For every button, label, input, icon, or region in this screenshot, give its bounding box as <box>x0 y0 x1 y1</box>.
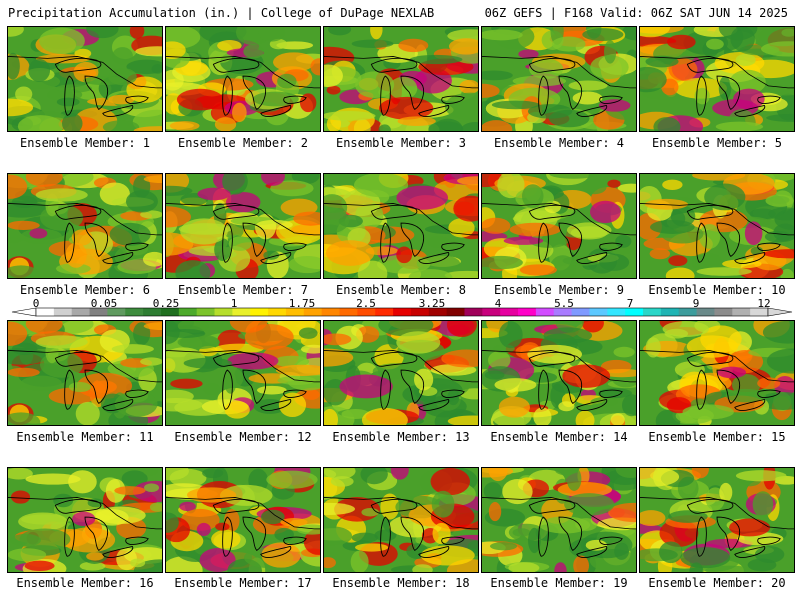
ensemble-member-label: Ensemble Member: 8 <box>335 283 467 297</box>
colorbar-swatch <box>571 308 590 316</box>
ensemble-member-map <box>165 320 321 426</box>
colorbar-swatch <box>250 308 269 316</box>
colorbar-swatch <box>607 308 626 316</box>
ensemble-member-label: Ensemble Member: 20 <box>648 576 786 590</box>
colorbar-swatch <box>53 308 73 316</box>
colorbar-swatch <box>375 308 394 316</box>
colorbar-max-arrow <box>767 307 793 317</box>
colorbar-tick-label: 12 <box>757 297 771 310</box>
colorbar-swatch <box>160 308 180 316</box>
colorbar-tick-label: 0.05 <box>90 297 118 310</box>
precip-colorbar <box>0 294 800 320</box>
colorbar-swatch <box>196 308 215 316</box>
ensemble-member-label: Ensemble Member: 2 <box>177 136 309 150</box>
ensemble-member-label: Ensemble Member: 14 <box>490 430 628 444</box>
ensemble-member-label: Ensemble Member: 12 <box>174 430 312 444</box>
ensemble-member-label: Ensemble Member: 19 <box>490 576 628 590</box>
map-title: Precipitation Accumulation (in.) | Colle… <box>8 6 435 20</box>
colorbar-swatch <box>285 308 305 316</box>
colorbar-swatch <box>410 308 430 316</box>
colorbar-swatch <box>714 308 733 316</box>
colorbar-swatch <box>71 308 90 316</box>
ensemble-member-map <box>481 467 637 573</box>
ensemble-member-label: Ensemble Member: 6 <box>19 283 151 297</box>
colorbar-swatch <box>357 308 376 316</box>
colorbar-swatch <box>232 308 251 316</box>
ensemble-member-map <box>639 467 795 573</box>
colorbar-swatch <box>446 308 465 316</box>
colorbar-swatch <box>89 308 108 316</box>
ensemble-member-map <box>165 467 321 573</box>
colorbar-swatch <box>660 308 680 316</box>
ensemble-member-map <box>165 26 321 132</box>
ensemble-member-map <box>481 173 637 279</box>
colorbar-swatch <box>339 308 358 316</box>
ensemble-member-label: Ensemble Member: 5 <box>651 136 783 150</box>
ensemble-member-map <box>323 173 479 279</box>
ensemble-member-label: Ensemble Member: 13 <box>332 430 470 444</box>
colorbar-tick-label: 0.25 <box>152 297 180 310</box>
ensemble-member-label: Ensemble Member: 15 <box>648 430 786 444</box>
ensemble-member-map <box>7 467 163 573</box>
ensemble-member-label: Ensemble Member: 3 <box>335 136 467 150</box>
colorbar-swatch <box>303 308 323 316</box>
ensemble-member-label: Ensemble Member: 9 <box>493 283 625 297</box>
ensemble-member-map <box>323 320 479 426</box>
ensemble-member-map <box>323 26 479 132</box>
colorbar-swatch <box>589 308 608 316</box>
colorbar-tick-label: 1.75 <box>288 297 316 310</box>
ensemble-member-map <box>639 320 795 426</box>
colorbar-swatch <box>696 308 715 316</box>
ensemble-member-label: Ensemble Member: 17 <box>174 576 312 590</box>
ensemble-member-label: Ensemble Member: 7 <box>177 283 309 297</box>
ensemble-member-map <box>7 26 163 132</box>
colorbar-swatch <box>643 308 662 316</box>
ensemble-member-label: Ensemble Member: 4 <box>493 136 625 150</box>
colorbar-swatch <box>750 308 769 316</box>
colorbar-swatch <box>500 308 519 316</box>
colorbar-swatch <box>143 308 162 316</box>
colorbar-tick-label: 1 <box>230 297 238 310</box>
colorbar-tick-label: 4 <box>494 297 502 310</box>
ensemble-member-map <box>481 26 637 132</box>
colorbar-swatch <box>732 308 751 316</box>
ensemble-member-label: Ensemble Member: 11 <box>16 430 154 444</box>
colorbar-tick-label: 9 <box>692 297 700 310</box>
ensemble-member-label: Ensemble Member: 10 <box>648 283 786 297</box>
colorbar-swatch <box>178 308 198 316</box>
colorbar-swatch <box>268 308 287 316</box>
colorbar-swatch <box>678 308 697 316</box>
ensemble-member-label: Ensemble Member: 1 <box>19 136 151 150</box>
colorbar-swatch <box>553 308 573 316</box>
colorbar-tick-label: 0 <box>32 297 40 310</box>
colorbar-swatch <box>464 308 483 316</box>
ensemble-member-map <box>7 320 163 426</box>
colorbar-swatch <box>36 308 55 316</box>
ensemble-member-map <box>481 320 637 426</box>
colorbar-swatch <box>214 308 233 316</box>
colorbar-swatch <box>321 308 340 316</box>
colorbar-tick-label: 3.25 <box>418 297 446 310</box>
ensemble-member-map <box>7 173 163 279</box>
colorbar-swatch <box>428 308 448 316</box>
colorbar-tick-label: 2.5 <box>356 297 376 310</box>
ensemble-member-map <box>323 467 479 573</box>
colorbar-swatch <box>518 308 537 316</box>
colorbar-tick-label: 7 <box>626 297 634 310</box>
ensemble-member-map <box>639 173 795 279</box>
colorbar-swatch <box>482 308 501 316</box>
ensemble-member-label: Ensemble Member: 18 <box>332 576 470 590</box>
colorbar-swatch <box>535 308 555 316</box>
ensemble-member-map <box>639 26 795 132</box>
colorbar-tick-label: 5.5 <box>554 297 574 310</box>
colorbar-swatch <box>625 308 644 316</box>
colorbar-swatch <box>125 308 144 316</box>
run-valid-time: 06Z GEFS | F168 Valid: 06Z SAT JUN 14 20… <box>484 6 788 20</box>
colorbar-swatch <box>107 308 126 316</box>
ensemble-member-map <box>165 173 321 279</box>
ensemble-member-label: Ensemble Member: 16 <box>16 576 154 590</box>
colorbar-swatch <box>393 308 412 316</box>
